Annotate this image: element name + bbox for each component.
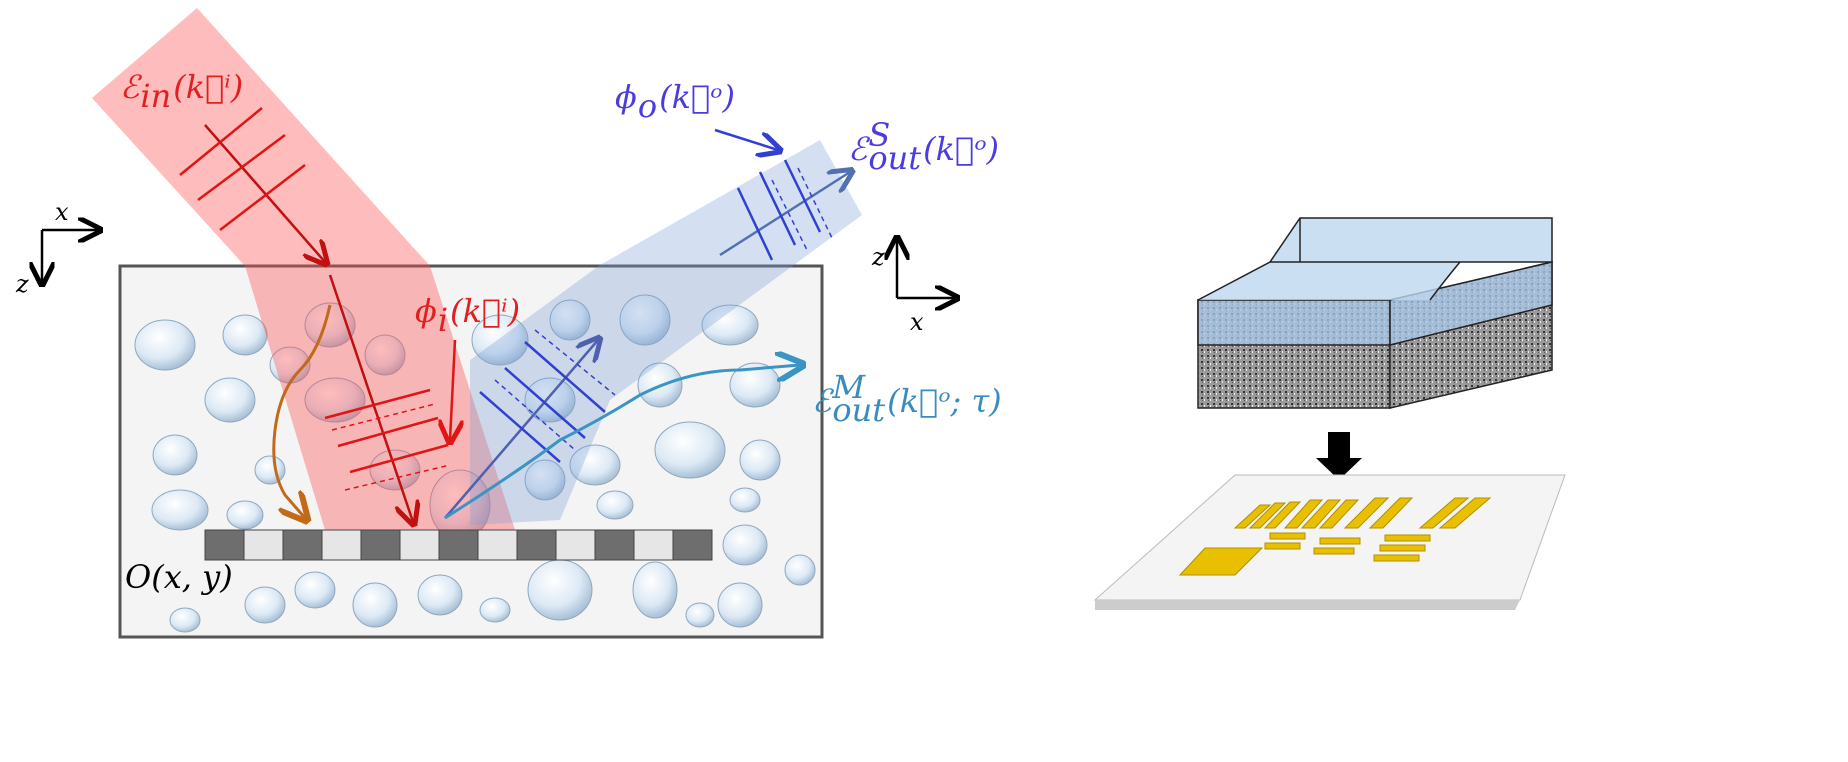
label-arg: (k⃗ⁱ) — [450, 292, 520, 330]
sensor-pixel — [205, 530, 244, 560]
sensor-pixel — [673, 530, 712, 560]
label-arg: (k⃗ⁱ) — [173, 68, 243, 106]
axis-label: x — [910, 308, 924, 336]
label-arg: (k⃗ᵒ) — [659, 78, 735, 116]
sensor-pixel — [283, 530, 322, 560]
sensor-pixel — [556, 530, 595, 560]
sensor-pixel — [439, 530, 478, 560]
sensor-pixel — [400, 530, 439, 560]
diagram: x z x z ℰin(k⃗ⁱ)ϕo(k⃗ᵒ)ℰSout(k⃗ᵒ)ϕi(k⃗ⁱ)… — [0, 0, 1848, 762]
axis-label: z — [15, 270, 29, 298]
chip — [1095, 475, 1565, 610]
sensor — [205, 530, 712, 560]
sensor-pixel — [361, 530, 400, 560]
sensor-pixel — [478, 530, 517, 560]
label-arg: (k⃗ᵒ) — [923, 130, 999, 168]
sensor-pixel — [322, 530, 361, 560]
sensor-pixel — [517, 530, 556, 560]
label-main: ϕ — [415, 292, 437, 330]
page: {"labels":{ "e_in":{"main":"ℰ","sub":"in… — [0, 0, 1848, 762]
label-sub: o — [638, 87, 657, 125]
label-main: O(x, y) — [125, 558, 233, 596]
axis-label: x — [55, 198, 69, 226]
flow-cell — [1198, 218, 1552, 408]
label-sub: out — [832, 391, 885, 429]
sensor-pixel — [244, 530, 283, 560]
sensor-pixel — [634, 530, 673, 560]
label-sub: i — [438, 301, 448, 339]
label-sub: in — [140, 77, 171, 115]
down-arrow — [1316, 432, 1362, 480]
sensor-pixel — [595, 530, 634, 560]
label-sub: out — [868, 139, 921, 177]
label-arg: (k⃗ᵒ; τ) — [887, 382, 1002, 420]
label-main: ϕ — [615, 78, 637, 116]
axis-label: z — [871, 243, 885, 271]
